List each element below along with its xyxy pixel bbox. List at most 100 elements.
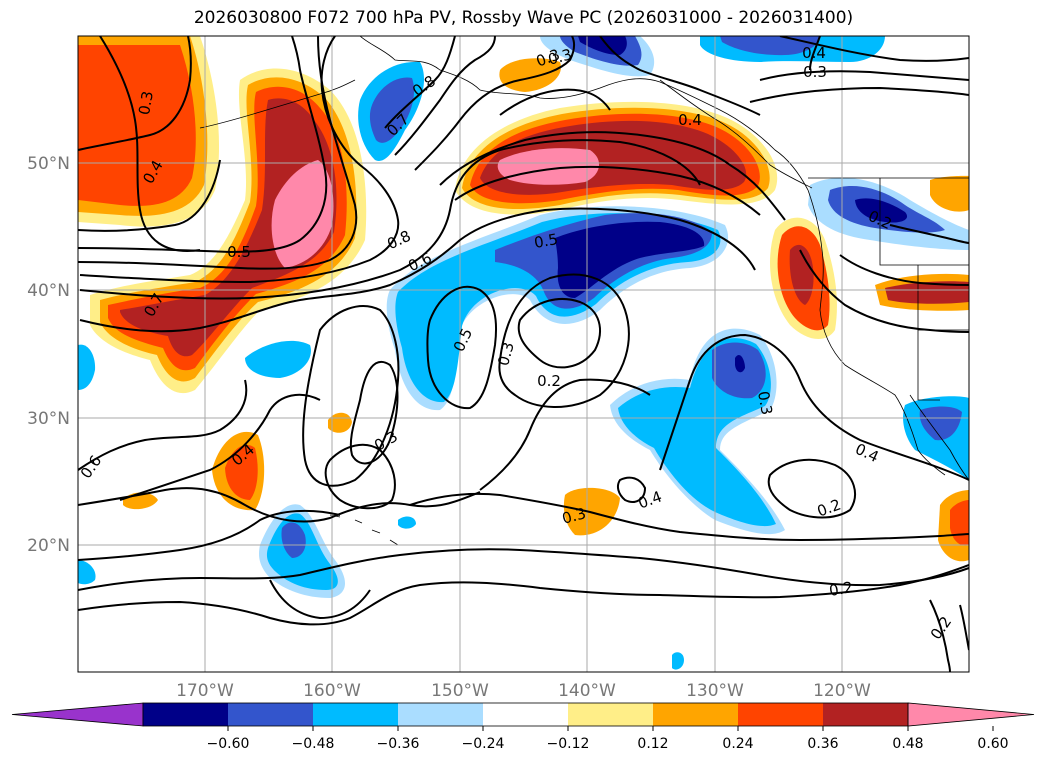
neg-shade-alaska-mid bbox=[369, 77, 415, 143]
contour-line bbox=[454, 165, 761, 216]
coastline-baja bbox=[909, 394, 969, 481]
contour-label: 0.2 bbox=[537, 372, 561, 390]
colorbar-swatch bbox=[313, 703, 398, 726]
coastline-west-us bbox=[807, 189, 946, 476]
pos-shade-west-arc-pink bbox=[271, 160, 334, 268]
contour-line bbox=[99, 36, 201, 252]
contour-label: 0.3 bbox=[546, 45, 574, 69]
pos-shade-east-band-core bbox=[885, 281, 969, 304]
colorbar-tick-label: −0.24 bbox=[462, 736, 505, 752]
pos-shade-mid-west-core bbox=[225, 444, 258, 500]
colorbar-tick-label: 0.36 bbox=[807, 736, 838, 752]
contour-label-group: 0.5 bbox=[533, 230, 560, 252]
pos-shade-top-center bbox=[499, 58, 561, 92]
coastline-aleutians bbox=[199, 79, 356, 129]
contour-line bbox=[767, 458, 856, 519]
colorbar-swatch bbox=[228, 703, 313, 726]
colorbar-tick-label: −0.48 bbox=[292, 736, 335, 752]
contour-line bbox=[409, 492, 969, 542]
contour-line bbox=[78, 36, 358, 270]
contour-line bbox=[749, 86, 969, 103]
contour-line bbox=[959, 604, 969, 651]
contour-label-group: 0.3 bbox=[135, 90, 157, 117]
lon-label-140w: 140°W bbox=[558, 681, 616, 701]
neg-shade-small-hi bbox=[398, 516, 416, 529]
contour-line bbox=[929, 599, 951, 672]
rossby-wave-pc-contours bbox=[78, 36, 969, 672]
contour-label-group: 0.2 bbox=[537, 372, 561, 390]
colorbar-extend-min bbox=[11, 702, 144, 727]
contour-line bbox=[659, 333, 969, 481]
neg-shade-south-center-dark bbox=[735, 355, 745, 373]
contour-line bbox=[779, 36, 969, 62]
contour-label: 0.3 bbox=[754, 390, 776, 417]
contour-line bbox=[324, 443, 396, 510]
colorbar-swatch bbox=[568, 703, 653, 726]
contour-line bbox=[839, 254, 969, 286]
longitude-labels: 170°W 160°W 150°W 140°W 130°W 120°W bbox=[176, 681, 871, 701]
contour-line bbox=[349, 360, 399, 465]
contour-label-group: 0.3 bbox=[803, 63, 827, 81]
pos-shade-top-right bbox=[930, 175, 969, 212]
neg-shade-small-south bbox=[672, 652, 684, 670]
contour-line bbox=[809, 36, 821, 71]
border-states-1 bbox=[879, 178, 969, 266]
neg-shade-nw-coast-dark bbox=[855, 198, 908, 223]
contour-line bbox=[517, 298, 601, 369]
contour-label: 0.3 bbox=[560, 504, 588, 528]
contour-line bbox=[79, 139, 701, 300]
contour-label: 0.3 bbox=[135, 90, 157, 117]
contour-line bbox=[302, 305, 400, 487]
contour-line bbox=[79, 36, 400, 284]
lon-label-170w: 170°W bbox=[176, 681, 234, 701]
plot-frame bbox=[77, 35, 970, 673]
colorbar-extend-max bbox=[907, 702, 1035, 727]
neg-shade-west-small bbox=[245, 340, 311, 378]
colorbar-swatch bbox=[398, 703, 483, 726]
contour-line bbox=[498, 273, 630, 408]
contour-label-group: 0.5 bbox=[227, 243, 251, 261]
neg-shade-west-coast-se-mid bbox=[919, 406, 962, 441]
contour-line bbox=[499, 88, 611, 116]
lat-label-20n: 20°N bbox=[27, 536, 70, 556]
contour-line bbox=[78, 36, 192, 151]
contour-label: 0.5 bbox=[533, 230, 560, 252]
contour-line bbox=[78, 548, 969, 591]
contour-line bbox=[78, 159, 221, 232]
contour-label: 0.4 bbox=[678, 111, 702, 129]
colorbar-tick-label: 0.48 bbox=[892, 736, 923, 752]
lon-label-150w: 150°W bbox=[431, 681, 489, 701]
border-states-3 bbox=[917, 330, 940, 401]
map-title: 2026030800 F072 700 hPa PV, Rossby Wave … bbox=[193, 8, 854, 28]
contour-line bbox=[78, 36, 328, 254]
contour-label: 0.3 bbox=[803, 63, 827, 81]
contour-label: 0.2 bbox=[828, 578, 855, 600]
contour-line bbox=[426, 285, 498, 410]
pos-shade-ne-band-pink bbox=[497, 148, 600, 185]
neg-shade-ne-dark bbox=[578, 36, 627, 55]
lon-label-160w: 160°W bbox=[303, 681, 361, 701]
neg-shade-center-dark bbox=[555, 221, 705, 298]
colorbar-swatch bbox=[483, 703, 568, 726]
contour-line bbox=[269, 579, 371, 620]
lat-label-50n: 50°N bbox=[27, 154, 70, 174]
colorbar-tick-label: −0.60 bbox=[207, 736, 250, 752]
contour-label-group: 0.4 bbox=[802, 44, 826, 62]
colorbar-tick-label: −0.12 bbox=[547, 736, 590, 752]
graticule bbox=[78, 36, 969, 672]
contour-line bbox=[759, 70, 969, 81]
contour-line bbox=[384, 36, 456, 129]
colorbar-swatch bbox=[143, 703, 228, 726]
lon-label-120w: 120°W bbox=[813, 681, 871, 701]
latitude-labels: 50°N 40°N 30°N 20°N bbox=[27, 154, 70, 556]
colorbar-tick-label: −0.36 bbox=[377, 736, 420, 752]
coastline-alaska bbox=[359, 36, 809, 191]
lat-label-30n: 30°N bbox=[27, 409, 70, 429]
lon-label-130w: 130°W bbox=[686, 681, 744, 701]
neg-shade-west-edge-2 bbox=[78, 560, 96, 585]
colorbar-swatch bbox=[738, 703, 823, 726]
pv-anomaly-shading bbox=[78, 36, 969, 670]
neg-shade-top-far-mid bbox=[720, 36, 820, 56]
colorbar-tick-label: 0.12 bbox=[637, 736, 668, 752]
